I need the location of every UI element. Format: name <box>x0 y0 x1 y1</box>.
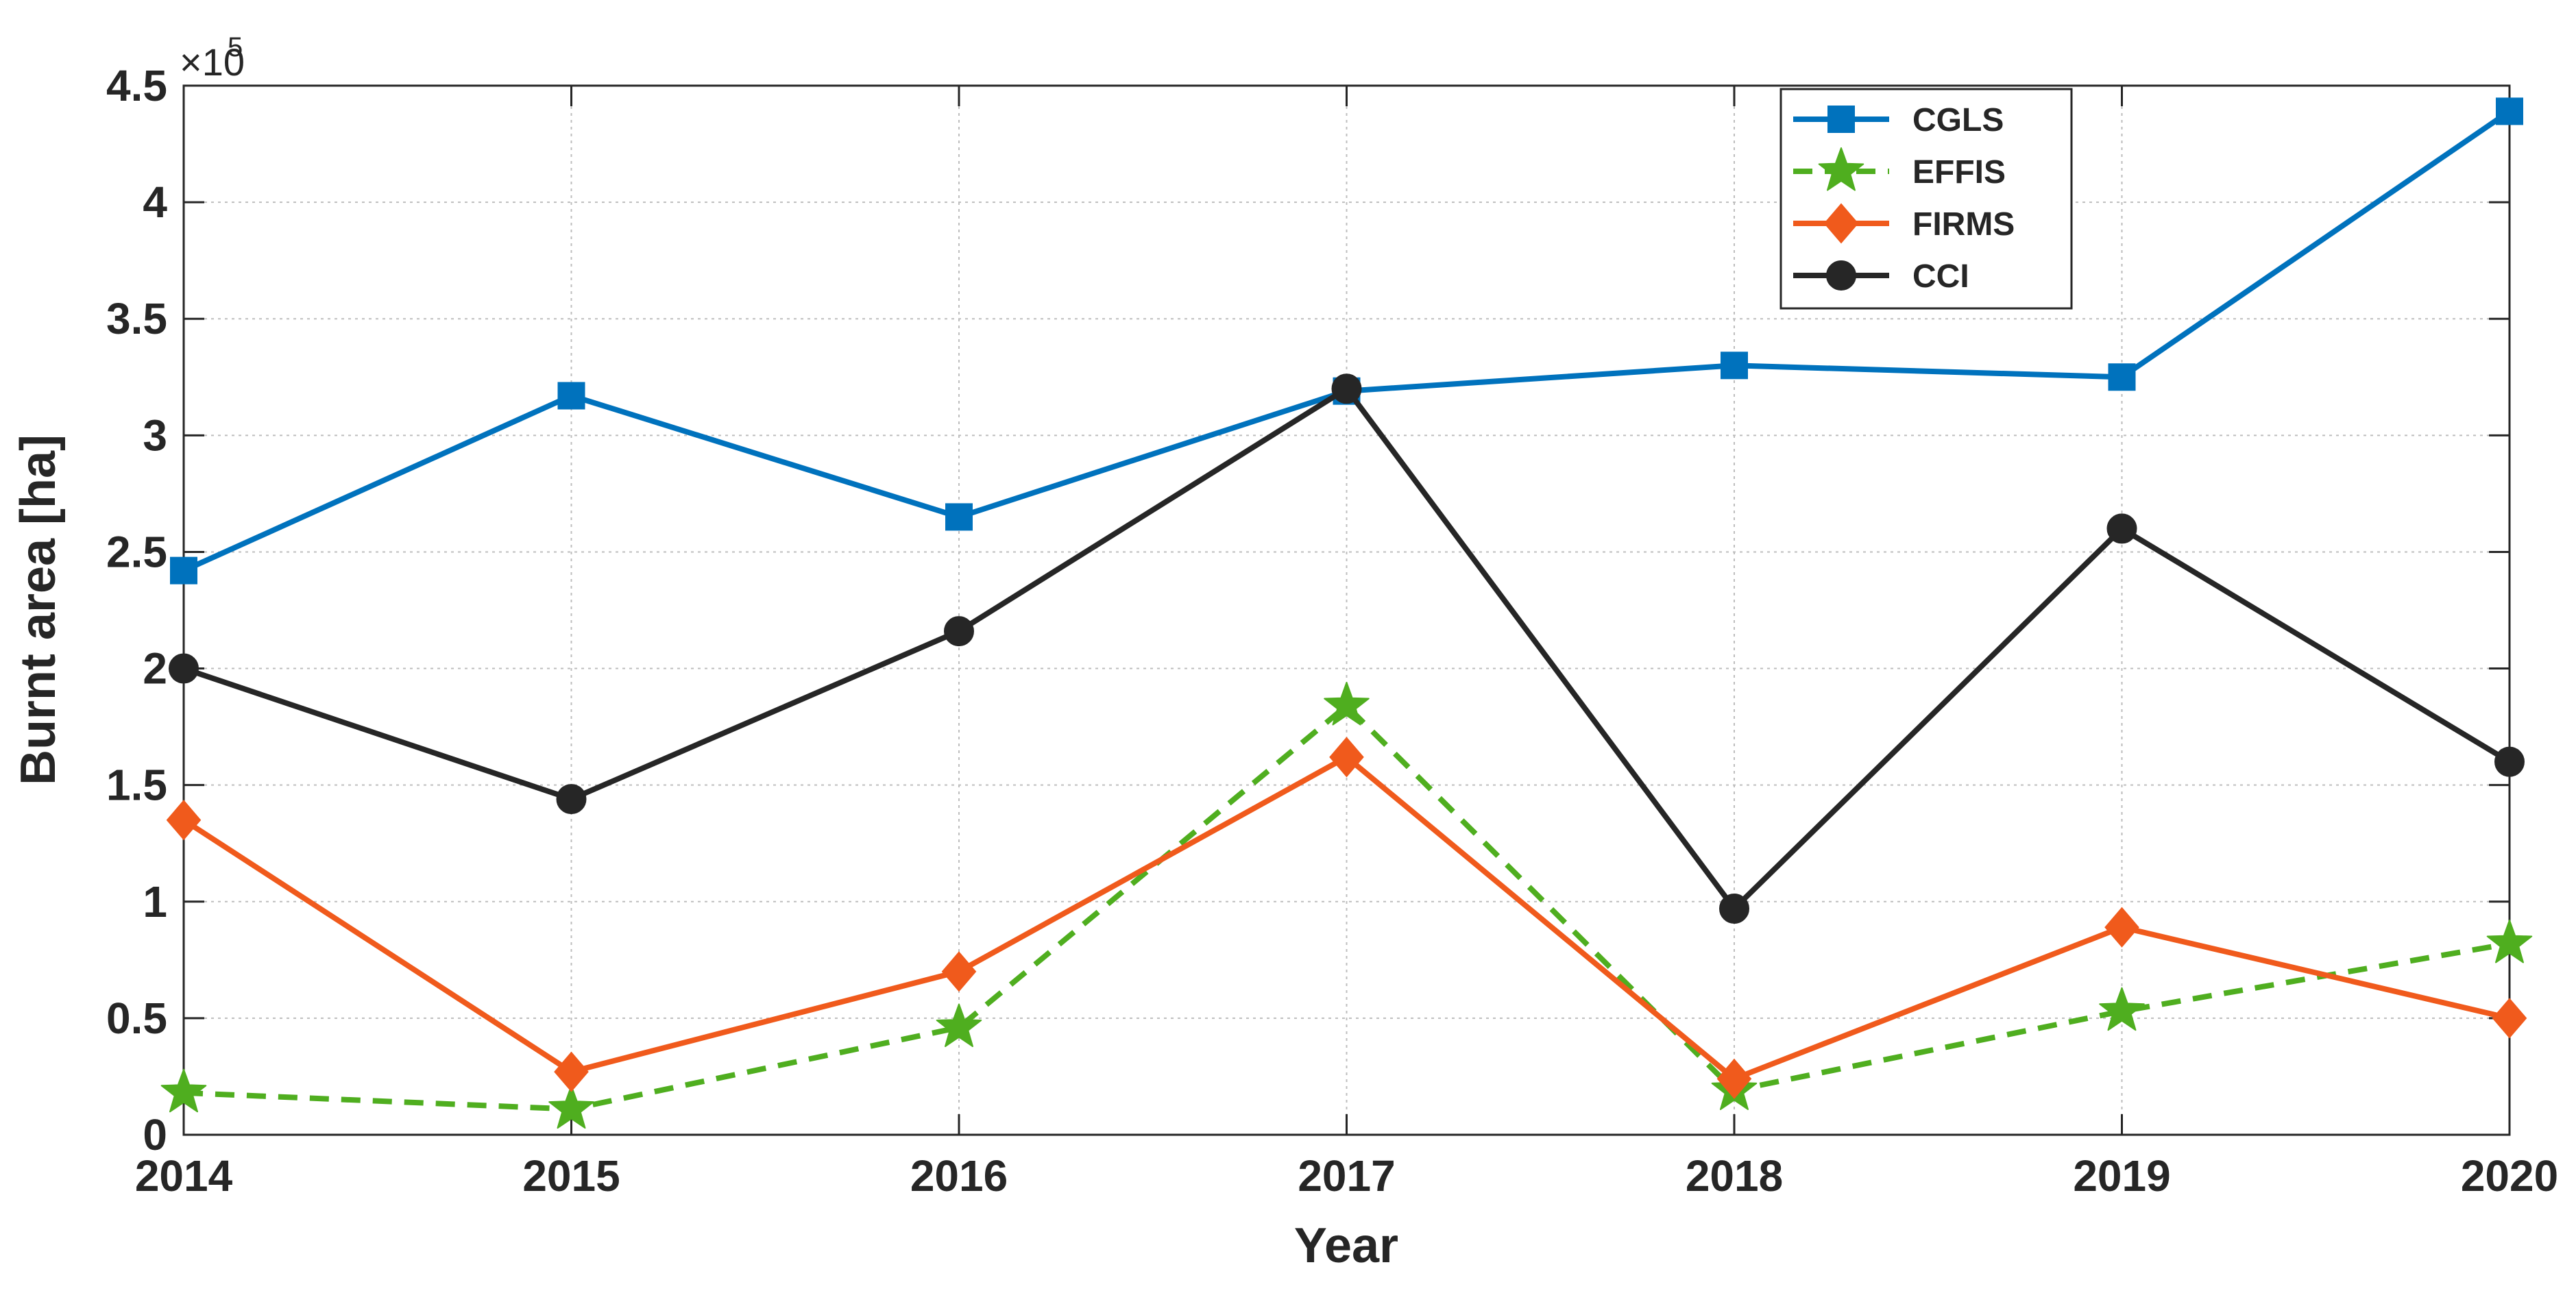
legend-items: CGLS EFFIS FIRMS CCI <box>1793 102 2015 295</box>
y-tick-label: 3.5 <box>106 294 167 343</box>
data-point-firms <box>941 951 977 992</box>
data-point-effis <box>2099 987 2145 1031</box>
data-point-effis <box>1324 682 1370 726</box>
data-point-cgls <box>1721 352 1748 380</box>
data-point-firms <box>166 800 202 841</box>
data-point-firms <box>554 1051 589 1092</box>
data-point-cci <box>169 653 199 684</box>
x-tick-label: 2018 <box>1686 1151 1783 1201</box>
legend-label-effis: EFFIS <box>1912 154 2006 190</box>
data-point-firms <box>2492 998 2527 1039</box>
legend-marker-effis <box>1818 147 1864 191</box>
x-axis-title: Year <box>1294 1218 1398 1273</box>
y-multiplier: ×10 5 <box>180 32 245 84</box>
x-tick-label: 2016 <box>910 1151 1008 1201</box>
y-tick-label: 2 <box>143 644 167 693</box>
data-point-cci <box>1719 893 1749 924</box>
y-tick-label: 1 <box>143 877 167 926</box>
data-point-cgls <box>2496 97 2523 125</box>
data-point-cci <box>1331 373 1362 404</box>
legend-label-cci: CCI <box>1912 258 1969 295</box>
data-point-cgls <box>557 382 585 410</box>
series-cci <box>169 373 2525 924</box>
x-tick-label: 2019 <box>2073 1151 2170 1201</box>
x-tick-label: 2014 <box>135 1151 233 1201</box>
legend-label-cgls: CGLS <box>1912 102 2004 138</box>
legend-item-cci: CCI <box>1793 258 1969 295</box>
data-point-cci <box>556 784 587 815</box>
y-multiplier-exponent: 5 <box>228 32 243 62</box>
y-tick-label: 0.5 <box>106 994 167 1043</box>
data-point-cgls <box>170 556 197 585</box>
legend-marker-cgls <box>1827 106 1855 133</box>
y-multiplier-label: ×10 <box>180 40 245 84</box>
series-firms <box>166 737 2527 1099</box>
legend-item-firms: FIRMS <box>1793 203 2015 244</box>
data-point-effis <box>160 1068 207 1113</box>
data-point-effis <box>548 1085 594 1129</box>
legend-item-cgls: CGLS <box>1793 102 2004 138</box>
x-tick-label: 2020 <box>2461 1151 2558 1201</box>
legend-item-effis: EFFIS <box>1793 147 2006 191</box>
y-axis: 0 0.5 1 1.5 2 2.5 3 3.5 4 4.5 <box>106 61 2510 1159</box>
y-tick-label: 0 <box>143 1110 167 1159</box>
data-point-cci <box>2494 746 2525 777</box>
legend: CGLS EFFIS FIRMS CCI <box>1779 88 2073 310</box>
data-point-cci <box>2106 513 2137 544</box>
x-tick-label: 2015 <box>522 1151 620 1201</box>
data-point-firms <box>2104 907 2139 948</box>
data-point-cgls <box>2108 363 2136 391</box>
y-tick-label: 4.5 <box>106 61 167 110</box>
legend-label-firms: FIRMS <box>1912 206 2015 243</box>
legend-marker-cci <box>1826 260 1856 291</box>
y-tick-label: 3 <box>143 410 167 460</box>
x-axis: 2014 2015 2016 2017 2018 2019 2020 <box>135 86 2558 1201</box>
series-layer <box>160 97 2533 1129</box>
legend-marker-firms <box>1823 203 1859 244</box>
data-point-cgls <box>945 503 973 531</box>
data-point-effis <box>2486 920 2533 963</box>
plot-area <box>184 86 2510 1135</box>
data-point-effis <box>936 1003 982 1047</box>
data-point-cci <box>944 616 974 647</box>
y-tick-label: 1.5 <box>106 761 167 810</box>
data-point-firms <box>1716 1058 1752 1099</box>
y-tick-label: 2.5 <box>106 527 167 576</box>
y-axis-title: Burnt area [ha] <box>11 434 66 785</box>
data-point-firms <box>1329 737 1364 778</box>
x-tick-label: 2017 <box>1298 1151 1395 1201</box>
y-tick-label: 4 <box>143 177 167 227</box>
